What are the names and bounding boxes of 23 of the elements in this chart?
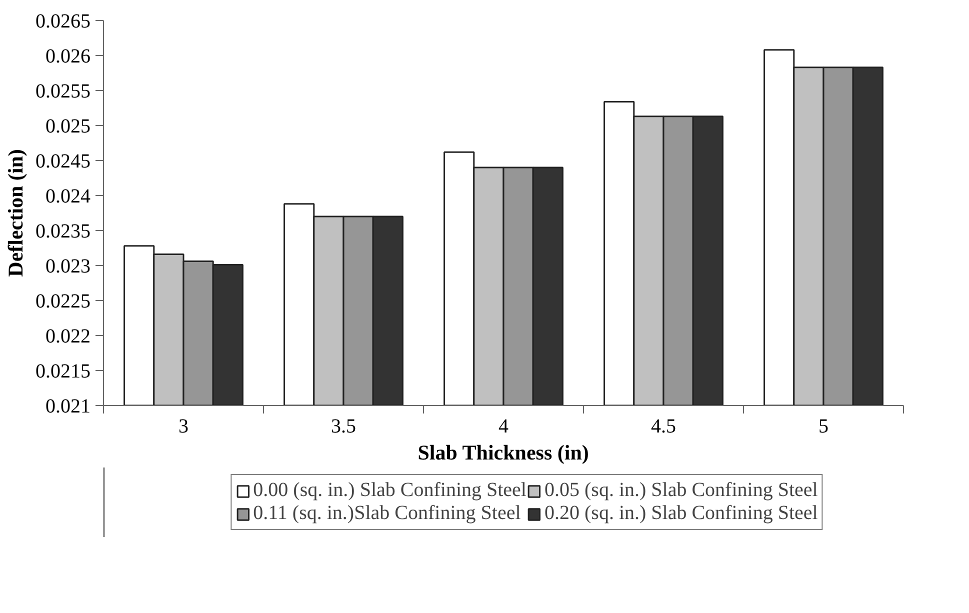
y-tick-label: 0.0255 [36,80,90,102]
x-tick-label: 5 [818,416,828,438]
y-tick-label: 0.0235 [36,220,90,242]
y-tick-label: 0.0225 [36,290,90,312]
y-tick-label: 0.0265 [36,10,90,32]
legend-label: 0.00 (sq. in.) Slab Confining Steel [253,479,526,502]
x-axis-title: Slab Thickness (in) [418,440,589,464]
y-tick-label: 0.026 [46,46,90,68]
y-tick-label: 0.0215 [36,360,90,382]
y-tick-label: 0.024 [46,186,90,208]
y-tick-label: 0.025 [46,116,90,138]
y-tick-label: 0.023 [46,256,90,278]
y-tick-label: 0.0245 [36,150,90,172]
legend-label: 0.20 (sq. in.) Slab Confining Steel [544,502,818,525]
y-axis-title: Deflection (in) [4,149,28,277]
x-tick-label: 4.5 [651,416,676,438]
legend-label: 0.11 (sq. in.)Slab Confining Steel [253,502,521,525]
y-tick-label: 0.021 [46,396,90,418]
legend-label: 0.05 (sq. in.) Slab Confining Steel [544,479,818,502]
x-tick-label: 3 [178,416,188,438]
x-tick-label: 4 [498,416,508,438]
x-tick-label: 3.5 [331,416,356,438]
y-tick-label: 0.022 [46,326,90,348]
